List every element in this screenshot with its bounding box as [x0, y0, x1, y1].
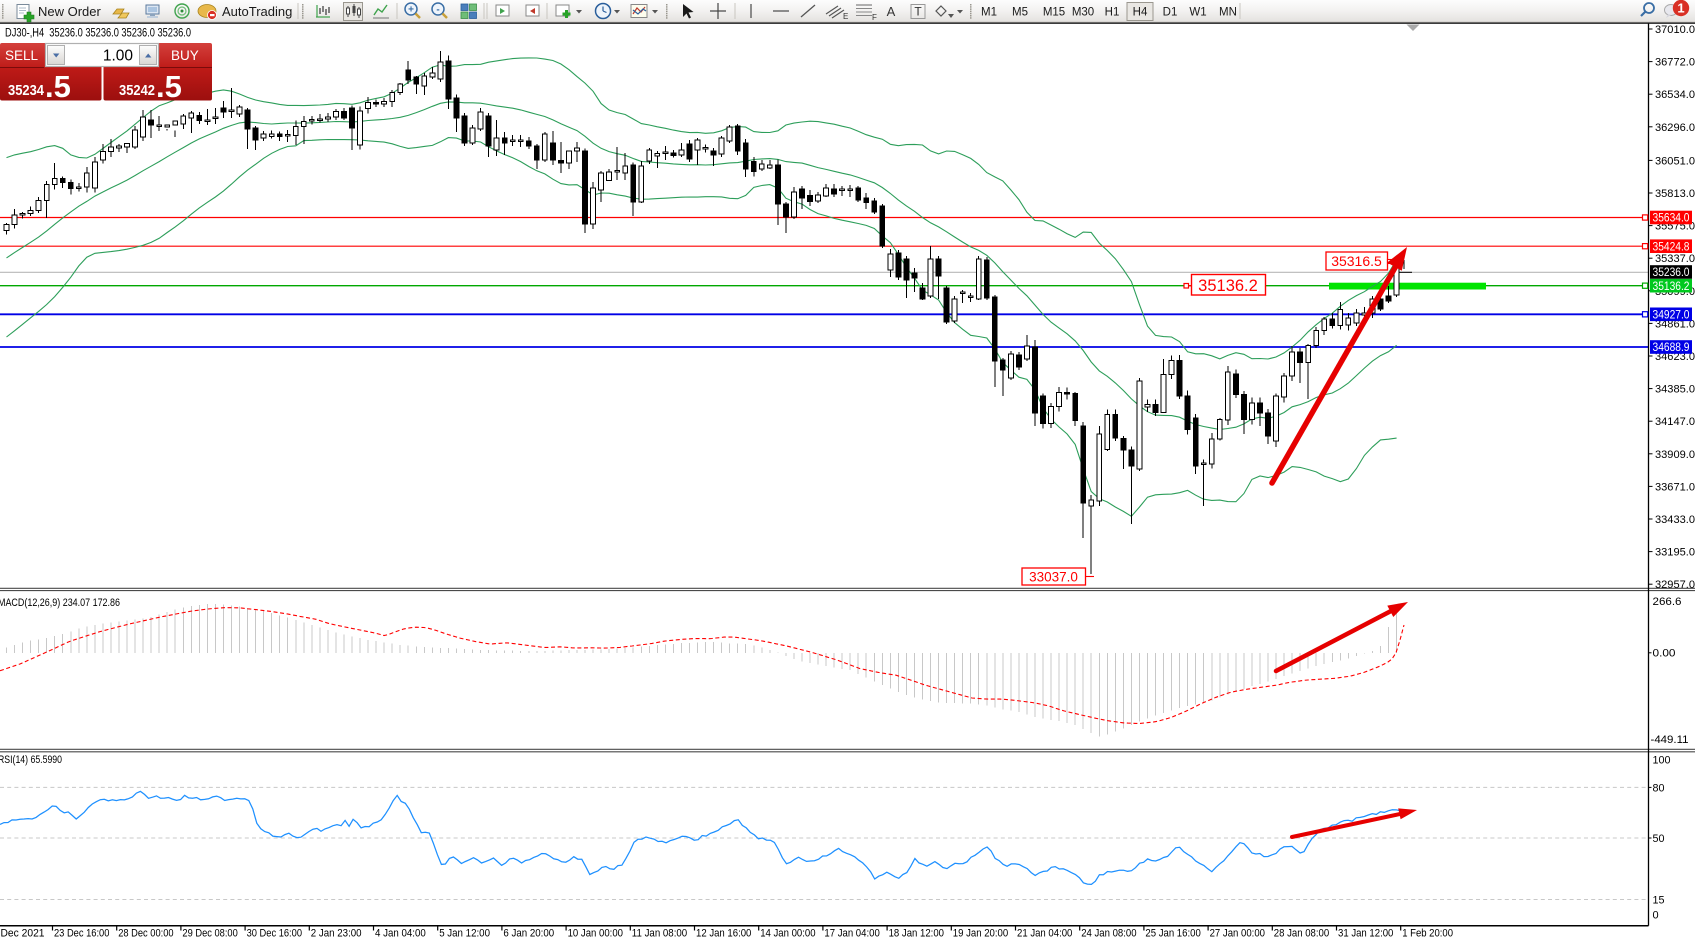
- svg-text:-449.11: -449.11: [1651, 734, 1689, 746]
- svg-text:F: F: [872, 13, 877, 22]
- svg-text:23 Dec 16:00: 23 Dec 16:00: [54, 928, 109, 939]
- svg-text:AutoTrading: AutoTrading: [222, 4, 292, 19]
- svg-text:35813.0: 35813.0: [1655, 188, 1695, 200]
- svg-text:35424.8: 35424.8: [1653, 241, 1690, 253]
- svg-text:28 Dec 00:00: 28 Dec 00:00: [118, 928, 173, 939]
- svg-text:24 Jan 08:00: 24 Jan 08:00: [1081, 928, 1136, 939]
- svg-text:MACD(12,26,9) 234.07 172.86: MACD(12,26,9) 234.07 172.86: [0, 597, 120, 609]
- svg-text:0: 0: [1653, 910, 1659, 922]
- svg-text:36534.0: 36534.0: [1655, 89, 1695, 101]
- svg-text:36051.0: 36051.0: [1655, 155, 1695, 167]
- svg-text:37010.0: 37010.0: [1655, 24, 1695, 36]
- svg-text:266.6: 266.6: [1653, 596, 1682, 608]
- svg-text:D1: D1: [1163, 7, 1178, 19]
- svg-text:36772.0: 36772.0: [1655, 57, 1695, 69]
- svg-text:0.00: 0.00: [1653, 648, 1676, 660]
- svg-text:2 Jan 23:00: 2 Jan 23:00: [311, 928, 362, 939]
- svg-text:27 Jan 00:00: 27 Jan 00:00: [1210, 928, 1265, 939]
- svg-text:11 Jan 08:00: 11 Jan 08:00: [632, 928, 687, 939]
- svg-text:A: A: [887, 4, 896, 19]
- svg-text:33909.0: 33909.0: [1655, 449, 1695, 461]
- svg-text:18 Jan 12:00: 18 Jan 12:00: [889, 928, 944, 939]
- svg-text:-: -: [436, 5, 439, 16]
- svg-text:35337.0: 35337.0: [1655, 253, 1695, 265]
- svg-text:5 Jan 12:00: 5 Jan 12:00: [439, 928, 490, 939]
- svg-text:1: 1: [1677, 1, 1684, 16]
- svg-text:35136.2: 35136.2: [1653, 281, 1690, 293]
- svg-text:6 Jan 20:00: 6 Jan 20:00: [503, 928, 554, 939]
- svg-text:32957.0: 32957.0: [1655, 579, 1695, 591]
- svg-text:28 Jan 08:00: 28 Jan 08:00: [1274, 928, 1329, 939]
- svg-text:New Order: New Order: [38, 4, 102, 19]
- svg-text:34385.0: 34385.0: [1655, 384, 1695, 396]
- svg-text:M1: M1: [981, 7, 997, 19]
- svg-text:15: 15: [1653, 895, 1665, 907]
- svg-text:35242: 35242: [119, 83, 155, 99]
- svg-text:33433.0: 33433.0: [1655, 514, 1695, 526]
- svg-text:34861.0: 34861.0: [1655, 318, 1695, 330]
- svg-text:34927.0: 34927.0: [1653, 310, 1690, 322]
- svg-text:34623.0: 34623.0: [1655, 351, 1695, 363]
- svg-text:M15: M15: [1043, 7, 1065, 19]
- svg-text:14 Jan 00:00: 14 Jan 00:00: [760, 928, 815, 939]
- svg-text:+: +: [408, 5, 414, 16]
- svg-text:Dec 2021: Dec 2021: [1, 928, 45, 939]
- svg-text:35316.5: 35316.5: [1331, 253, 1382, 269]
- svg-text:MN: MN: [1219, 7, 1237, 19]
- svg-text:H4: H4: [1133, 7, 1148, 19]
- svg-text:M5: M5: [1012, 7, 1028, 19]
- svg-text:35634.0: 35634.0: [1653, 213, 1690, 225]
- svg-text:4 Jan 04:00: 4 Jan 04:00: [375, 928, 426, 939]
- svg-text:1 Feb 20:00: 1 Feb 20:00: [1402, 928, 1453, 939]
- svg-text:M30: M30: [1072, 7, 1094, 19]
- svg-text:12 Jan 16:00: 12 Jan 16:00: [696, 928, 751, 939]
- svg-text:19 Jan 20:00: 19 Jan 20:00: [953, 928, 1008, 939]
- svg-text:H1: H1: [1105, 7, 1120, 19]
- svg-text:1.00: 1.00: [103, 48, 134, 65]
- svg-text:17 Jan 04:00: 17 Jan 04:00: [824, 928, 879, 939]
- svg-text:34688.9: 34688.9: [1653, 342, 1690, 354]
- svg-text:.5: .5: [45, 69, 71, 104]
- svg-text:34147.0: 34147.0: [1655, 416, 1695, 428]
- svg-text:RSI(14) 65.5990: RSI(14) 65.5990: [0, 754, 62, 766]
- svg-text:25 Jan 16:00: 25 Jan 16:00: [1145, 928, 1200, 939]
- svg-text:80: 80: [1653, 782, 1665, 794]
- svg-text:T: T: [914, 5, 922, 19]
- svg-text:30 Dec 16:00: 30 Dec 16:00: [247, 928, 302, 939]
- svg-text:E: E: [843, 12, 848, 21]
- svg-text:21 Jan 04:00: 21 Jan 04:00: [1017, 928, 1072, 939]
- svg-text:BUY: BUY: [171, 48, 199, 63]
- svg-text:35136.2: 35136.2: [1198, 277, 1258, 295]
- svg-text:36296.0: 36296.0: [1655, 122, 1695, 134]
- svg-text:29 Dec 08:00: 29 Dec 08:00: [182, 928, 237, 939]
- svg-text:50: 50: [1653, 833, 1665, 845]
- svg-text:35236.0: 35236.0: [1653, 267, 1690, 279]
- svg-text:33195.0: 33195.0: [1655, 547, 1695, 559]
- svg-text:DJ30-,H4 35236.0 35236.0 3523: DJ30-,H4 35236.0 35236.0 35236.0 35236.0: [5, 28, 191, 40]
- svg-text:100: 100: [1653, 755, 1671, 767]
- svg-text:33037.0: 33037.0: [1029, 570, 1078, 585]
- svg-text:31 Jan 12:00: 31 Jan 12:00: [1338, 928, 1393, 939]
- svg-text:33671.0: 33671.0: [1655, 481, 1695, 493]
- svg-text:W1: W1: [1189, 7, 1206, 19]
- svg-text:.5: .5: [156, 69, 182, 104]
- svg-text:10 Jan 00:00: 10 Jan 00:00: [568, 928, 623, 939]
- svg-text:35234: 35234: [8, 83, 44, 99]
- svg-text:SELL: SELL: [5, 48, 39, 63]
